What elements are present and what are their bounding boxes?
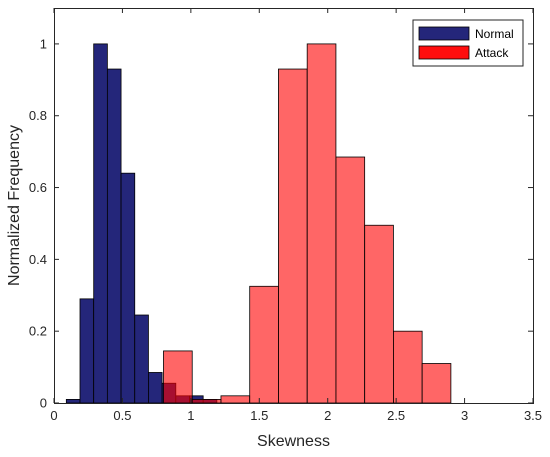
bars-layer bbox=[65, 43, 452, 404]
x-tick-label: 0.5 bbox=[113, 408, 131, 423]
x-tick-label: 3 bbox=[461, 408, 468, 423]
attack-bar-3 bbox=[249, 285, 279, 404]
attack-bar-5 bbox=[306, 43, 337, 404]
legend: Normal Attack bbox=[412, 19, 524, 67]
normal-bar-0 bbox=[65, 399, 81, 404]
attack-bar-8 bbox=[393, 330, 423, 404]
normal-bar-3 bbox=[106, 68, 122, 404]
y-tick-label: 1 bbox=[40, 36, 47, 51]
attack-bar-7 bbox=[364, 224, 394, 404]
attack-bar-0 bbox=[163, 350, 193, 404]
attack-bar-2 bbox=[220, 395, 251, 404]
x-axis-label: Skewness bbox=[257, 433, 330, 450]
normal-bar-1 bbox=[79, 298, 95, 404]
attack-bar-1 bbox=[191, 399, 222, 404]
legend-swatch-normal bbox=[418, 26, 470, 41]
legend-swatch-attack bbox=[418, 45, 470, 60]
legend-label-normal: Normal bbox=[475, 27, 514, 41]
x-tick-label: 1.5 bbox=[250, 408, 268, 423]
axes-box bbox=[54, 8, 534, 404]
attack-bar-6 bbox=[335, 156, 366, 404]
attack-bar-9 bbox=[421, 363, 452, 404]
x-tick-label: 2 bbox=[324, 408, 331, 423]
legend-label-attack: Attack bbox=[475, 46, 509, 60]
ticks-layer: 0 0.5 1 1.5 2 2.5 3 3.5 0 0.2 0.4 0.6 0.8 1 bbox=[29, 8, 542, 423]
y-tick-label: 0.8 bbox=[29, 108, 47, 123]
y-tick-label: 0.2 bbox=[29, 324, 47, 339]
normal-bar-2 bbox=[93, 43, 108, 404]
normal-bar-4 bbox=[120, 172, 136, 404]
y-tick-label: 0.6 bbox=[29, 180, 47, 195]
normal-bar-6 bbox=[148, 372, 163, 404]
attack-bar-4 bbox=[278, 68, 308, 404]
x-tick-label: 1 bbox=[187, 408, 194, 423]
y-tick-label: 0 bbox=[40, 396, 47, 411]
y-axis-label: Normalized Frequency bbox=[6, 125, 23, 286]
series-attack bbox=[163, 43, 452, 404]
normal-bar-5 bbox=[134, 314, 149, 404]
x-tick-label: 0 bbox=[50, 408, 57, 423]
x-tick-label: 3.5 bbox=[524, 408, 542, 423]
x-tick-label: 2.5 bbox=[387, 408, 405, 423]
y-tick-label: 0.4 bbox=[29, 252, 47, 267]
